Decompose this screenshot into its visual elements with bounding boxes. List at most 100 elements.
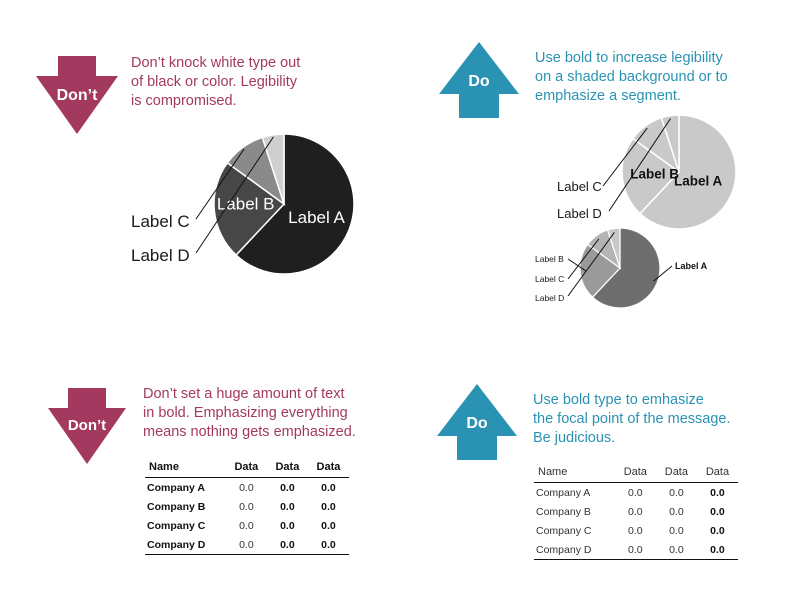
- dont-caption-pie: Don’t knock white type out of black or c…: [131, 54, 300, 111]
- slice-label: Label B: [535, 254, 564, 264]
- caption-line: the focal point of the message.: [533, 411, 731, 427]
- leader-line: [608, 118, 671, 212]
- table-cell: Company A: [536, 486, 591, 499]
- caption-line: Be judicious.: [533, 430, 616, 446]
- pie-slice: [579, 243, 621, 299]
- table-cell: 0.0: [710, 486, 725, 499]
- data-table-focal-bold: Name Data Data Data Company A 0.0 0.0 0.…: [534, 462, 738, 560]
- table-cell: Company D: [145, 535, 226, 555]
- table-cell: 0.0: [710, 524, 725, 537]
- pie-slice: [638, 114, 737, 230]
- slice-label: Label C: [557, 179, 602, 194]
- column-header: Data: [655, 462, 697, 483]
- slice-label: Label D: [131, 246, 190, 265]
- leader-line: [567, 238, 600, 280]
- dont-caption-table: Don’t set a huge amount of text in bold.…: [143, 385, 356, 442]
- caption-line: on a shaded background or to: [535, 69, 728, 85]
- pie-slice: [621, 137, 681, 215]
- caption-line: means nothing gets emphasized.: [143, 424, 356, 440]
- table-header-row: Name Data Data Data: [534, 462, 738, 483]
- table-row: Company A 0.0 0.0 0.0: [145, 478, 349, 498]
- table-cell: Company C: [536, 524, 592, 537]
- table-cell: Company B: [536, 505, 591, 518]
- pie-slice: [261, 133, 285, 205]
- slice-label: Label B: [217, 195, 275, 214]
- table-cell: Company C: [147, 519, 206, 532]
- caption-line: Use bold type to emhasize: [533, 392, 704, 408]
- pie-slice: [660, 114, 680, 173]
- table-cell: 0.0: [280, 481, 295, 494]
- table-row: Company D 0.0 0.0 0.0: [534, 540, 738, 560]
- slice-label: Label A: [675, 261, 708, 271]
- slice-label: Label A: [674, 174, 723, 189]
- table-cell: 0.0: [321, 519, 336, 532]
- table-cell: 0.0: [225, 535, 267, 555]
- slice-label: Label D: [535, 293, 564, 303]
- table-header-row: Name Data Data Data: [145, 457, 349, 478]
- table-cell: Company D: [534, 540, 615, 560]
- table-cell: 0.0: [239, 500, 254, 513]
- data-table-all-bold: Name Data Data Data Company A 0.0 0.0 0.…: [145, 457, 349, 555]
- table-cell: 0.0: [239, 519, 254, 532]
- do-badge-label: Do: [468, 73, 490, 90]
- table-cell: 0.0: [614, 540, 656, 560]
- caption-line: Use bold to increase legibility: [535, 50, 723, 66]
- table-cell: 0.0: [266, 535, 308, 555]
- column-header: Data: [266, 457, 308, 478]
- table-cell: 0.0: [628, 486, 643, 499]
- table-row: Company D 0.0 0.0 0.0: [145, 535, 349, 555]
- table-cell: 0.0: [628, 524, 643, 537]
- caption-line: is compromised.: [131, 93, 237, 109]
- caption-line: Don’t knock white type out: [131, 55, 301, 71]
- caption-line: of black or color. Legibility: [131, 74, 298, 90]
- table-cell: 0.0: [710, 505, 725, 518]
- leader-line: [602, 127, 648, 187]
- slice-label: Label B: [630, 167, 679, 182]
- pie-slice: [235, 133, 355, 275]
- table-cell: 0.0: [239, 481, 254, 494]
- column-header: Data: [696, 462, 738, 483]
- column-header: Data: [225, 457, 267, 478]
- table-row: Company C 0.0 0.0 0.0: [534, 521, 738, 540]
- dont-arrow-icon: Don’t: [36, 56, 118, 134]
- leader-line: [195, 148, 245, 220]
- table-row: Company A 0.0 0.0 0.0: [534, 483, 738, 503]
- column-header: Data: [614, 462, 656, 483]
- column-header-name: Name: [145, 457, 226, 478]
- pie-slice: [213, 161, 286, 257]
- table-cell: 0.0: [655, 540, 697, 560]
- table-cell: 0.0: [321, 500, 336, 513]
- table-row: Company B 0.0 0.0 0.0: [145, 497, 349, 516]
- table-cell: 0.0: [669, 524, 684, 537]
- do-arrow-icon: Do: [439, 42, 519, 118]
- caption-line: emphasize a segment.: [535, 88, 681, 104]
- slice-label: Label D: [557, 206, 602, 221]
- dont-arrow-icon: Don’t: [48, 388, 126, 464]
- table-cell: Company B: [147, 500, 206, 513]
- leader-line: [567, 232, 615, 297]
- slice-label: Label C: [131, 212, 190, 231]
- pie-slice: [591, 227, 661, 309]
- table-cell: 0.0: [321, 481, 336, 494]
- column-header-name: Name: [534, 462, 615, 483]
- table-cell: 0.0: [669, 505, 684, 518]
- do-arrow-icon: Do: [437, 384, 517, 460]
- table-cell: 0.0: [696, 540, 738, 560]
- caption-line: in bold. Emphasizing everything: [143, 405, 348, 421]
- table-cell: 0.0: [669, 486, 684, 499]
- table-row: Company C 0.0 0.0 0.0: [145, 516, 349, 535]
- table-cell: Company A: [147, 481, 205, 494]
- slice-label: Label A: [288, 208, 345, 227]
- leader-line: [653, 265, 673, 282]
- table-cell: 0.0: [280, 519, 295, 532]
- leader-line: [567, 258, 587, 272]
- dont-badge-label: Don’t: [57, 87, 99, 104]
- table-cell: 0.0: [280, 500, 295, 513]
- slice-label: Label C: [535, 274, 564, 284]
- table-row: Company B 0.0 0.0 0.0: [534, 502, 738, 521]
- caption-line: Don’t set a huge amount of text: [143, 386, 345, 402]
- column-header: Data: [307, 457, 349, 478]
- table-cell: 0.0: [307, 535, 349, 555]
- dont-badge-label: Don’t: [68, 417, 106, 434]
